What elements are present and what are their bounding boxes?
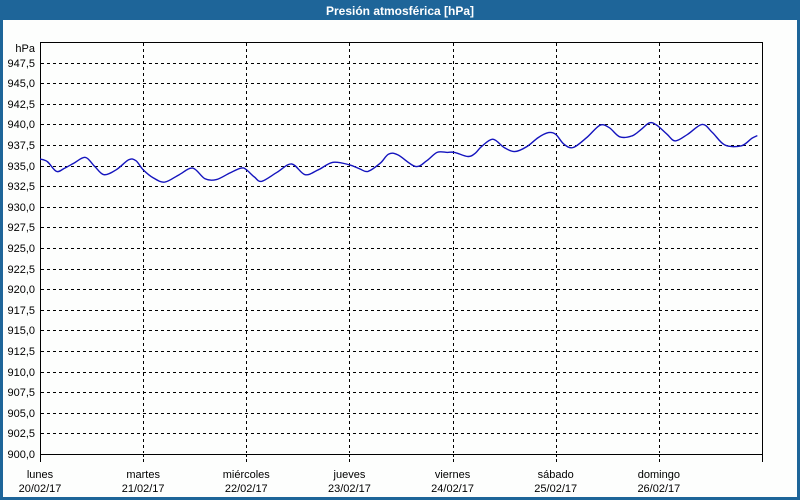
x-tick-day-label-0: lunes [27,469,54,481]
y-tick-label-915,0: 915,0 [7,325,35,337]
y-tick-label-940,0: 940,0 [7,119,35,131]
y-axis-unit-label: hPa [15,43,35,55]
x-tick-day-label-6: domingo [638,469,680,481]
x-tick-date-label-1: 21/02/17 [122,483,165,495]
x-tick-day-label-1: martes [126,469,160,481]
y-tick-label-905,0: 905,0 [7,408,35,420]
x-tick-date-label-0: 20/02/17 [19,483,62,495]
x-tick-date-label-3: 23/02/17 [328,483,371,495]
y-tick-label-902,5: 902,5 [7,428,35,440]
x-tick-day-label-2: miércoles [223,469,271,481]
window-title: Presión atmosférica [hPa] [325,4,475,18]
y-tick-label-937,5: 937,5 [7,140,35,152]
y-tick-label-935,0: 935,0 [7,161,35,173]
y-tick-label-910,0: 910,0 [7,367,35,379]
title-bar: Presión atmosférica [hPa] [3,3,797,20]
x-tick-day-label-5: sábado [538,469,574,481]
x-tick-date-label-5: 25/02/17 [534,483,577,495]
chart-area: 900,0 902,5 905,0 907,5 910,0 912,5 915,0 917,5… [3,20,797,497]
y-tick-label-927,5: 927,5 [7,222,35,234]
y-tick-label-932,5: 932,5 [7,181,35,193]
y-tick-label-925,0: 925,0 [7,243,35,255]
y-tick-label-947,5: 947,5 [7,58,35,70]
pressure-line [40,121,758,183]
pressure-chart: 900,0 902,5 905,0 907,5 910,0 912,5 915,0 917,5… [7,42,763,495]
y-tick-label-920,0: 920,0 [7,284,35,296]
x-tick-date-label-6: 26/02/17 [637,483,680,495]
x-tick-day-label-3: jueves [333,469,366,481]
y-tick-label-930,0: 930,0 [7,202,35,214]
x-tick-date-label-4: 24/02/17 [431,483,474,495]
y-tick-label-945,0: 945,0 [7,78,35,90]
y-tick-label-922,5: 922,5 [7,264,35,276]
x-tick-day-label-4: viernes [435,469,471,481]
y-tick-label-917,5: 917,5 [7,305,35,317]
plot-border [40,42,763,455]
y-tick-label-900,0: 900,0 [7,449,35,461]
y-tick-label-912,5: 912,5 [7,346,35,358]
y-tick-label-942,5: 942,5 [7,99,35,111]
y-tick-label-907,5: 907,5 [7,387,35,399]
x-tick-date-label-2: 22/02/17 [225,483,268,495]
